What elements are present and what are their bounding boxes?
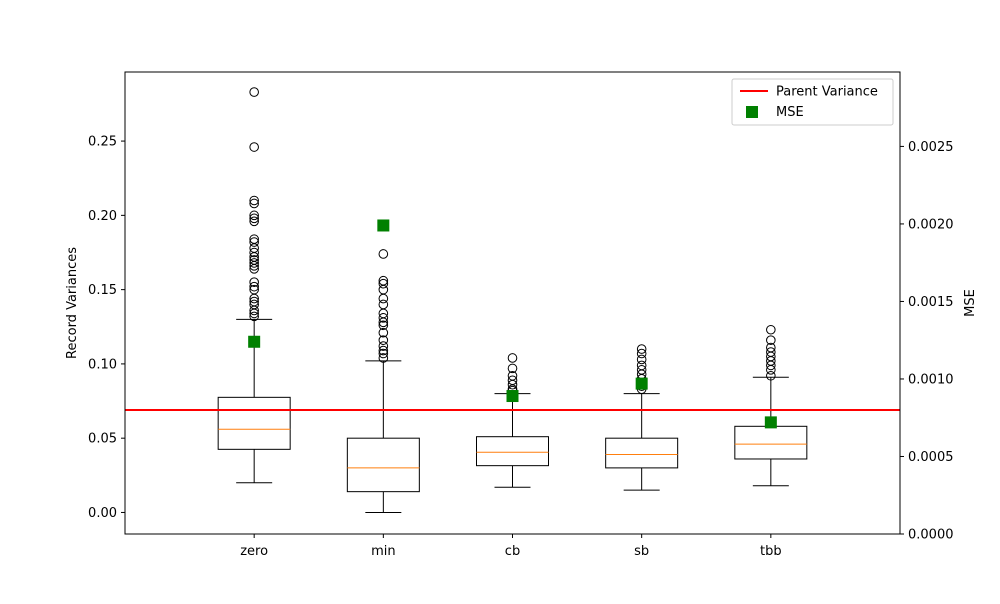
outlier-point (766, 335, 776, 345)
outlier-point (249, 293, 259, 304)
outlier-point (378, 353, 389, 363)
outlier-point (249, 247, 259, 258)
y-tick-label: 0.10 (88, 357, 117, 372)
outlier-point (507, 353, 518, 363)
legend-parent-variance-label: Parent Variance (776, 85, 878, 100)
outlier-point (249, 261, 259, 271)
outlier-point (249, 195, 259, 206)
y-axis-right: 0.0000 0.0005 0.0010 0.0015 0.0020 0.0025 (900, 140, 954, 543)
box-cb (476, 353, 549, 488)
outlier-point (249, 277, 259, 288)
y-tick-label: 0.25 (88, 135, 117, 150)
legend-frame (731, 78, 894, 126)
outlier-point (378, 320, 389, 331)
outlier-point (378, 313, 389, 323)
y2-tick-label: 0.0005 (908, 450, 954, 465)
y-tick-label: 0.20 (88, 209, 117, 224)
outlier-point (249, 281, 259, 292)
y-axis-left: 0.00 0.05 0.10 0.15 0.20 0.25 (88, 135, 125, 521)
x-tick-label: cb (505, 544, 520, 559)
mse-marker-cb (506, 390, 519, 403)
outlier-point (378, 335, 389, 345)
box-body (346, 437, 420, 493)
outlier-point (249, 213, 259, 224)
outlier-point (378, 249, 389, 259)
box-body (605, 437, 679, 469)
outlier-point (636, 354, 647, 365)
outlier-point (249, 264, 259, 274)
outlier-point (378, 348, 389, 359)
outlier-point (249, 305, 259, 316)
outlier-point (636, 344, 647, 354)
plot-frame (124, 71, 901, 535)
mse-marker-zero (248, 335, 261, 348)
outlier-point (378, 278, 389, 289)
outlier-point (378, 327, 389, 338)
y-tick-label: 0.05 (88, 432, 117, 447)
outlier-point (249, 311, 259, 322)
box-body (476, 436, 549, 467)
y-tick-label: 0.00 (88, 506, 117, 521)
outlier-point (249, 87, 259, 97)
x-tick-label: sb (634, 544, 649, 559)
legend-mse-swatch (746, 106, 758, 118)
box-min (346, 249, 420, 513)
legend: Parent Variance MSE (731, 78, 894, 126)
plot-area (125, 72, 900, 534)
box-body (217, 396, 291, 450)
mse-marker-tbb (764, 416, 777, 429)
mse-marker-min (377, 219, 390, 232)
y-axis-label: Record Variances (65, 247, 80, 359)
legend-mse-label: MSE (776, 105, 804, 120)
y2-tick-label: 0.0010 (908, 372, 954, 387)
mse-markers (248, 219, 777, 429)
outlier-point (766, 365, 776, 375)
outlier-point (636, 348, 647, 359)
outlier-point (249, 216, 259, 227)
y2-tick-label: 0.0020 (908, 217, 954, 232)
outlier-point (766, 360, 776, 371)
outlier-point (249, 210, 259, 221)
outlier-point (378, 341, 389, 351)
outlier-point (378, 317, 389, 328)
y2-axis-label: MSE (963, 289, 978, 317)
x-axis: zero min cb sb tbb (240, 534, 782, 559)
y-tick-label: 0.15 (88, 283, 117, 298)
y2-tick-label: 0.0000 (908, 528, 954, 543)
outlier-point (378, 345, 389, 356)
box-tbb (734, 324, 808, 487)
y2-tick-label: 0.0025 (908, 140, 954, 155)
outlier-point (249, 258, 259, 268)
outlier-point (766, 324, 776, 335)
x-tick-label: zero (240, 544, 268, 559)
y2-tick-label: 0.0015 (908, 295, 954, 310)
outlier-point (766, 370, 776, 381)
mse-marker-sb (635, 377, 648, 390)
box-zero (217, 87, 291, 484)
outlier-point (249, 198, 259, 209)
outlier-point (507, 363, 518, 374)
x-tick-label: min (371, 544, 396, 559)
outlier-point (249, 308, 259, 319)
x-tick-label: tbb (760, 544, 782, 559)
outlier-point (507, 379, 518, 390)
outlier-point (378, 293, 389, 304)
outlier-point (249, 237, 259, 247)
outlier-point (249, 142, 259, 152)
